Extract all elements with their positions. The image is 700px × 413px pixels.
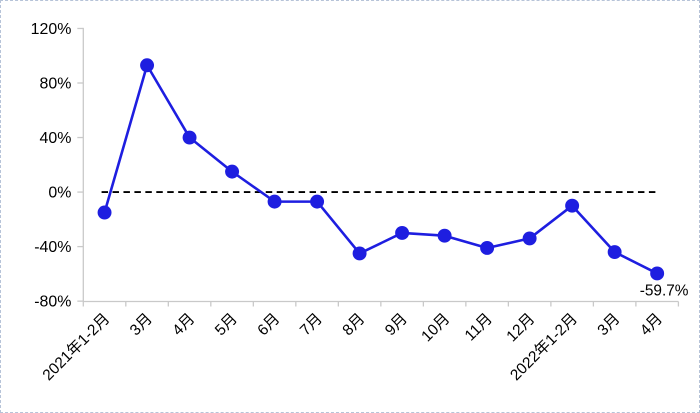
data-point (225, 164, 240, 179)
data-point (522, 231, 537, 246)
x-tick-label: 6月 (254, 310, 283, 339)
x-tick-label: 10月 (418, 310, 453, 345)
data-point (310, 194, 325, 209)
data-point (182, 130, 197, 145)
x-tick-label: 4月 (169, 310, 198, 339)
data-point (650, 266, 665, 281)
x-tick-label: 2021年1-2月 (39, 310, 114, 385)
data-point (140, 58, 155, 73)
y-tick-label: 0% (48, 185, 71, 202)
y-tick-label: 80% (40, 75, 72, 92)
data-point (395, 226, 410, 240)
x-tick-label: 8月 (339, 310, 368, 339)
x-tick-label: 3月 (594, 310, 623, 339)
data-point (437, 228, 452, 243)
last-value-label: -59.7% (640, 282, 689, 299)
x-tick-label: 4月 (637, 310, 666, 339)
data-point (97, 205, 112, 220)
data-point (480, 241, 495, 255)
y-tick-label: 40% (40, 130, 72, 147)
y-tick-label: -40% (34, 239, 71, 256)
x-tick-label: 3月 (127, 310, 156, 339)
y-tick-label: 120% (31, 21, 72, 38)
y-tick-label: -80% (34, 294, 71, 311)
data-point (352, 246, 367, 261)
x-tick-label: 11月 (462, 310, 496, 344)
series-line (103, 63, 659, 275)
data-point (607, 245, 622, 260)
x-tick-label: 7月 (297, 310, 326, 339)
x-tick-label: 9月 (382, 310, 411, 339)
x-tick-label: 5月 (212, 310, 241, 339)
x-tick-label: 12月 (503, 310, 538, 345)
data-point (565, 198, 580, 213)
data-point (267, 194, 282, 209)
